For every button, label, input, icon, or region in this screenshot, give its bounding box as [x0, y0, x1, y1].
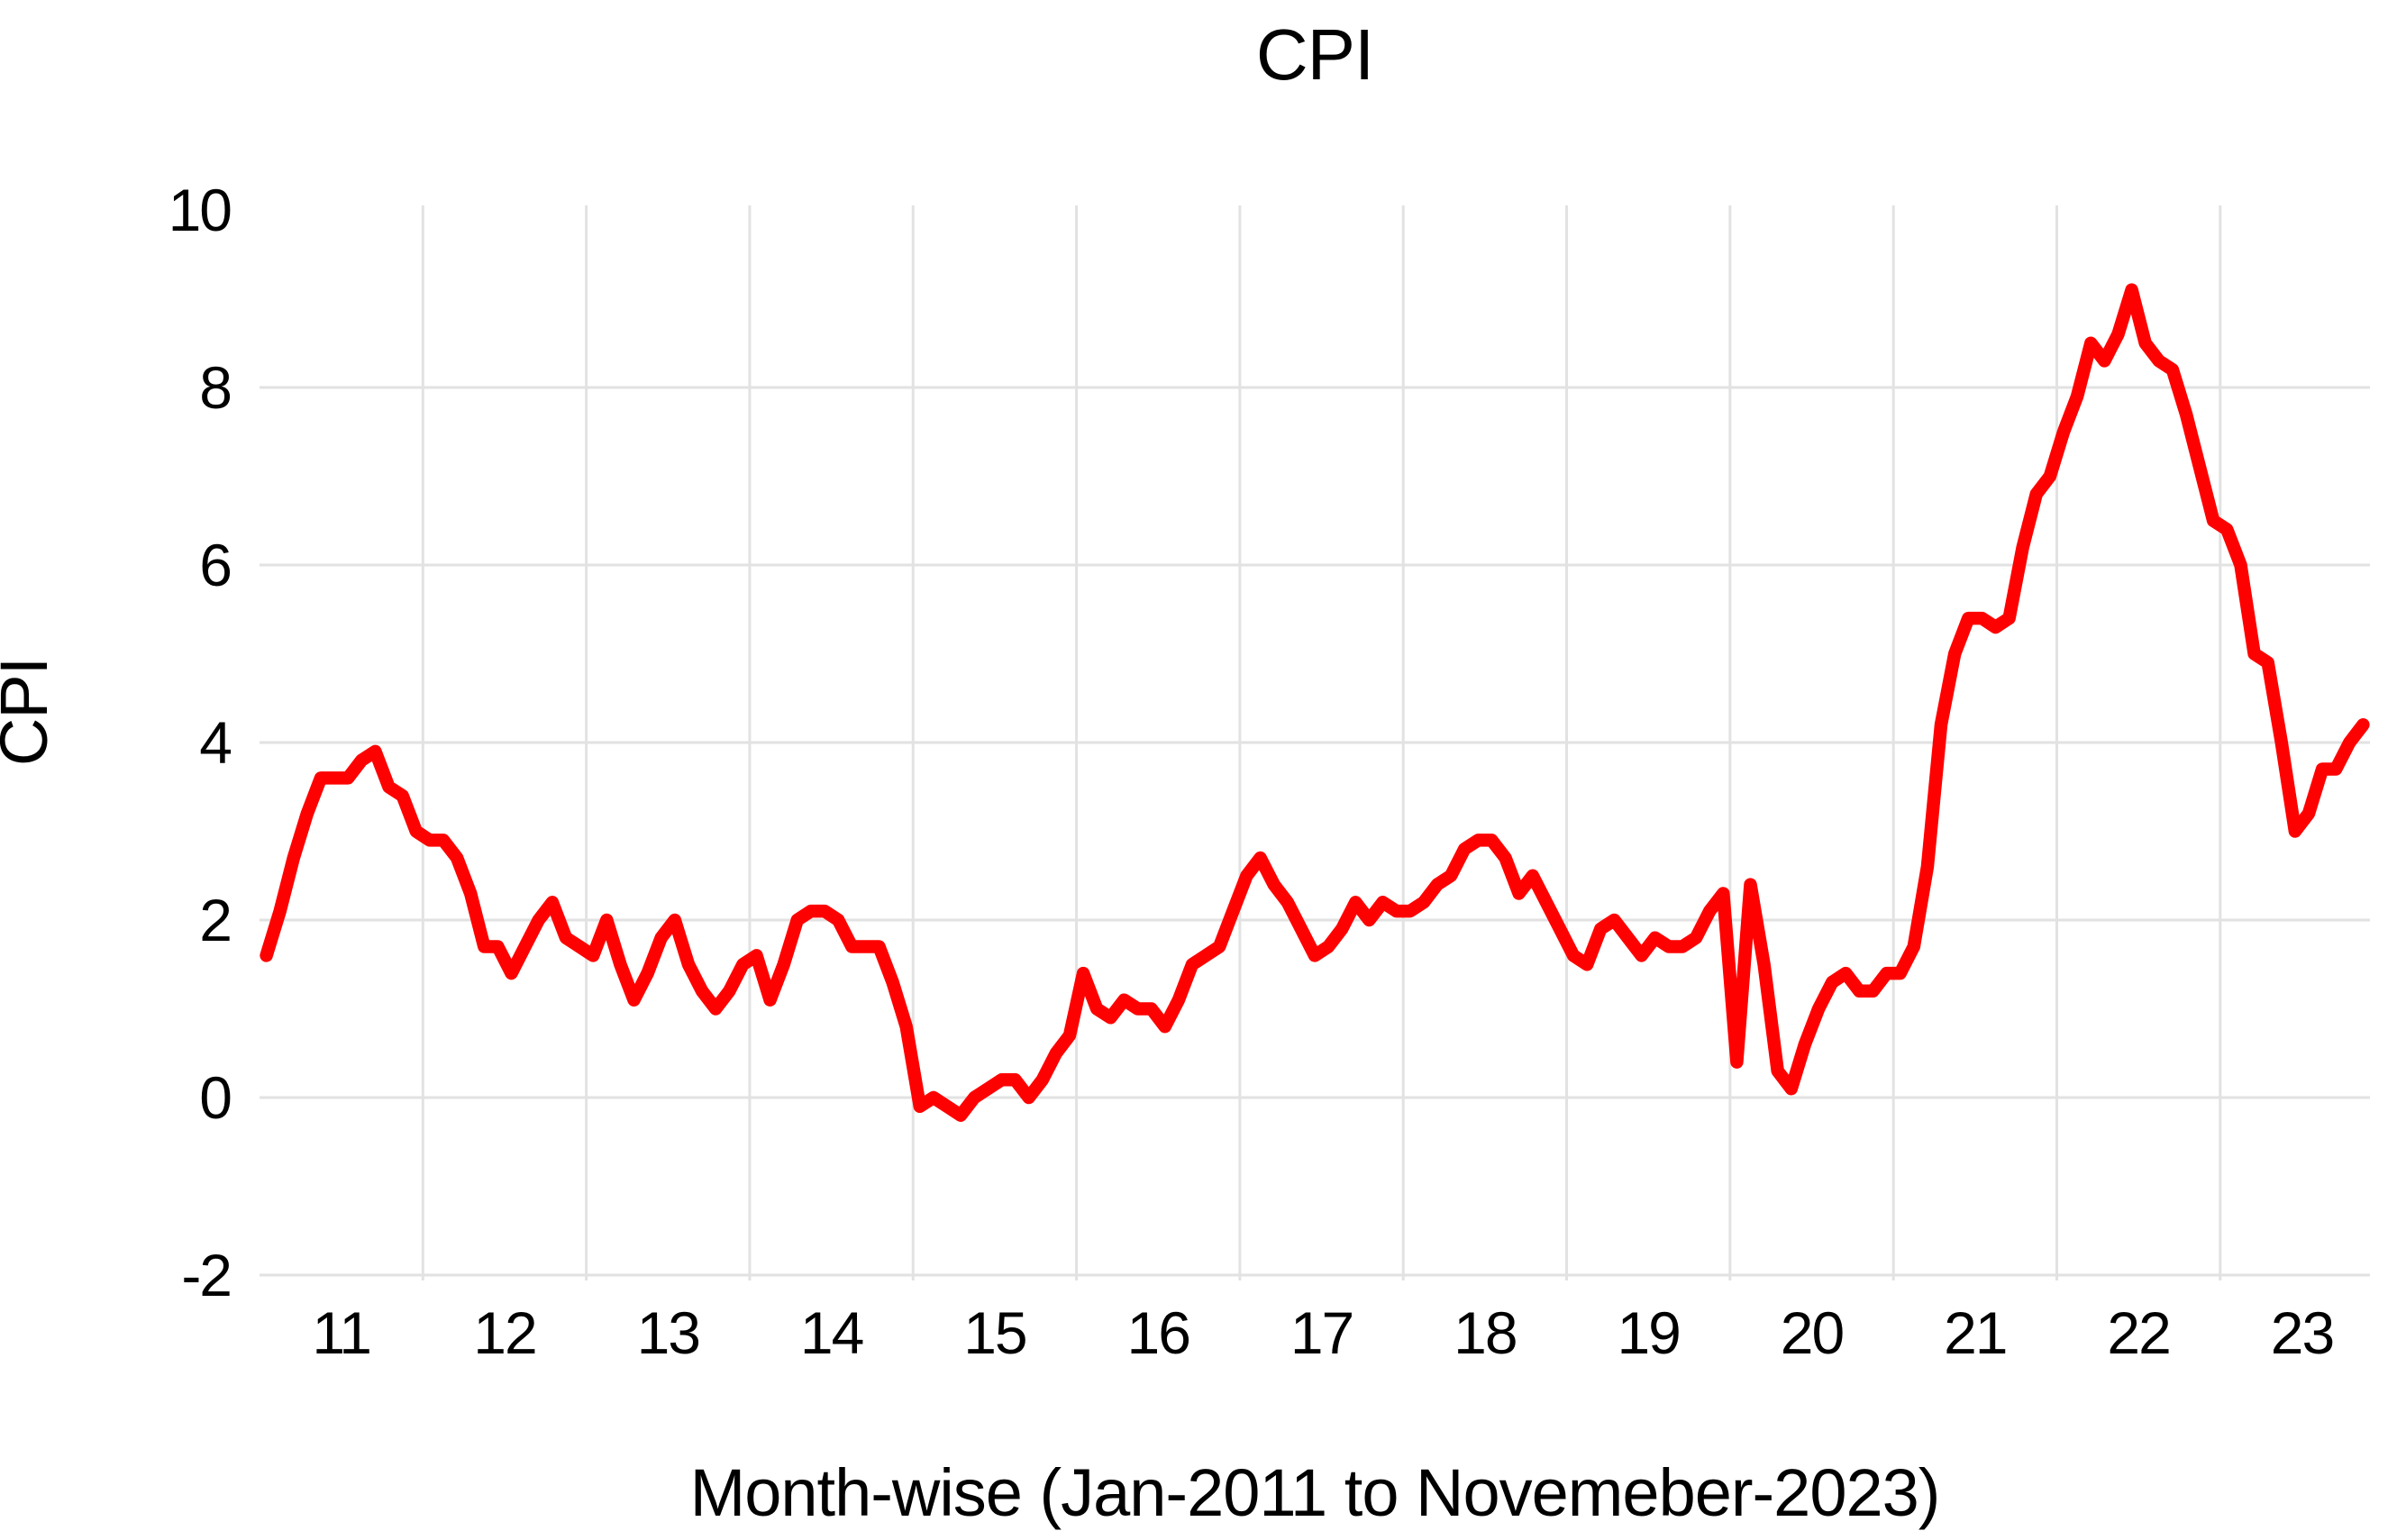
y-tick-label: 4 [199, 709, 231, 776]
x-tick-label: 11 [312, 1299, 370, 1366]
y-tick-label: -2 [181, 1242, 231, 1308]
x-tick-label: 14 [800, 1299, 863, 1366]
x-tick-label: 18 [1454, 1299, 1516, 1366]
x-tick-label: 21 [1944, 1299, 2006, 1366]
x-tick-label: 12 [473, 1299, 535, 1366]
tick-labels: -2 0 2 4 6 8 10 11 12 13 14 15 16 17 18 19 20 21 22 23 [169, 177, 2336, 1366]
cpi-series-line [260, 283, 2370, 1122]
chart-title: CPI [1256, 14, 1373, 95]
x-tick-label: 17 [1290, 1299, 1353, 1366]
x-tick-label: 20 [1781, 1299, 1844, 1366]
x-tick-label: 23 [2271, 1299, 2333, 1366]
x-tick-label: 16 [1127, 1299, 1189, 1366]
x-tick-label: 22 [2107, 1299, 2169, 1366]
y-tick-label: 8 [199, 354, 231, 421]
y-tick-label: 6 [199, 532, 231, 598]
y-axis-title: CPI [0, 658, 61, 766]
x-axis-title: Month-wise (Jan-2011 to Novemeber-2023) [690, 1455, 1940, 1530]
x-tick-label: 15 [963, 1299, 1025, 1366]
y-tick-label: 10 [169, 177, 232, 243]
x-tick-label: 13 [637, 1299, 699, 1366]
y-tick-label: 2 [199, 887, 231, 953]
gridlines [260, 205, 2370, 1280]
x-tick-label: 19 [1617, 1299, 1679, 1366]
series-line-layer [260, 283, 2370, 1122]
y-tick-label: 0 [199, 1064, 231, 1131]
